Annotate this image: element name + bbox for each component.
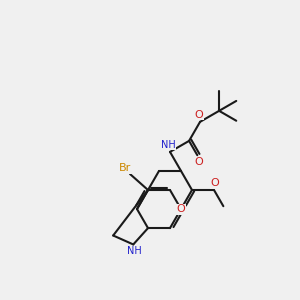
Text: O: O	[194, 157, 203, 167]
Text: NH: NH	[160, 140, 175, 150]
Text: Br: Br	[119, 163, 131, 173]
Text: O: O	[176, 204, 185, 214]
Text: O: O	[195, 110, 203, 120]
Text: O: O	[211, 178, 219, 188]
Text: NH: NH	[127, 247, 142, 256]
